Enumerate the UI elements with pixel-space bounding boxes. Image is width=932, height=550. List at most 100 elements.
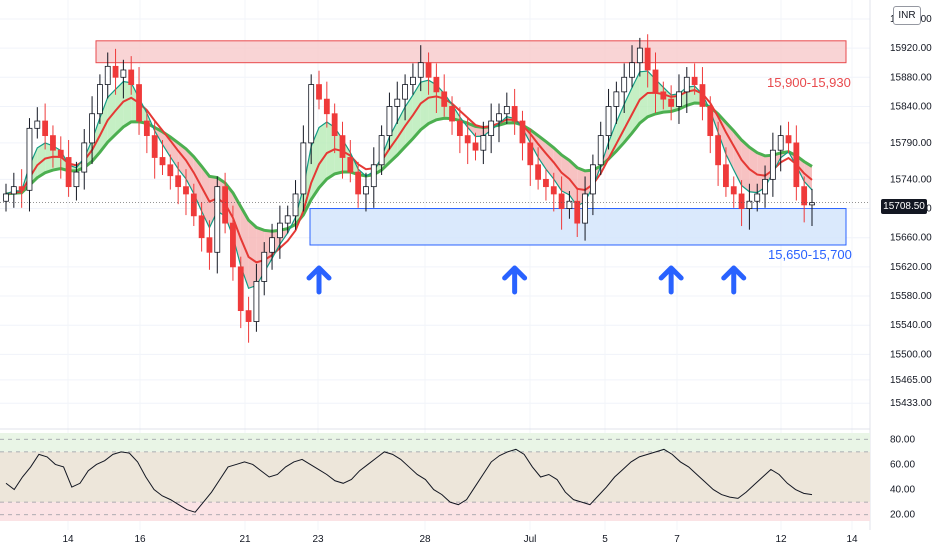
price-tick-label: 15740.00	[890, 174, 932, 185]
candle-body	[10, 186, 17, 195]
support-arrow-icon	[306, 265, 332, 295]
candle-body	[253, 281, 260, 322]
candle-body	[316, 84, 322, 100]
candle-body	[472, 142, 479, 151]
price-tick-label: 15620.00	[890, 262, 932, 273]
ma-band-fill	[92, 117, 100, 162]
candle-body	[120, 69, 127, 78]
candle-body	[597, 135, 604, 166]
candle-body	[370, 164, 377, 188]
candle-body	[323, 98, 330, 115]
candle-body	[425, 62, 432, 78]
candle-body	[89, 113, 95, 144]
candle-body	[347, 157, 354, 173]
price-tick-label: 15790.00	[890, 138, 932, 149]
candle-body	[230, 222, 236, 268]
candle-body	[636, 47, 643, 64]
candle-body	[621, 76, 628, 93]
ma-band-fill	[311, 127, 320, 200]
rsi-tick-label: 60.00	[890, 459, 915, 470]
rsi-mid-band	[0, 451, 870, 503]
candle-body	[97, 84, 103, 115]
candle-body	[402, 84, 408, 100]
candle-body	[496, 113, 502, 122]
ma-band-fill	[115, 81, 124, 135]
candle-body	[707, 106, 714, 137]
ma-band-fill	[749, 147, 758, 193]
candle-body	[558, 193, 565, 209]
slow-ma-line	[5, 101, 813, 233]
ma-band-fill	[123, 81, 132, 127]
support-arrow-icon	[721, 265, 747, 295]
price-axis: 15433.00 15465.00 15500.00 15540.00 15580.00…	[890, 14, 932, 521]
candle-body	[527, 142, 534, 166]
time-tick-label: 28	[419, 534, 431, 545]
ma-band-fill	[608, 122, 617, 160]
candle-body	[488, 120, 495, 137]
ma-band-fill	[248, 220, 257, 289]
candle-body	[566, 200, 573, 209]
candle-body	[112, 65, 119, 78]
candle-body	[769, 149, 776, 180]
candle-body	[441, 91, 448, 107]
candle-body	[582, 193, 588, 224]
candle-body	[81, 142, 88, 173]
candle-body	[50, 135, 56, 151]
candle-body	[738, 193, 745, 209]
candle-body	[143, 120, 150, 137]
candle-body	[519, 120, 526, 144]
price-tick-label: 15500.00	[890, 349, 932, 360]
price-tick-label: 15433.00	[890, 398, 932, 409]
currency-badge[interactable]: INR	[893, 6, 921, 25]
candle-body	[589, 164, 596, 195]
candle-body	[183, 186, 189, 195]
candle-body	[449, 106, 455, 122]
candle-body	[206, 237, 213, 253]
support-zone-label: 15,650-15,700	[768, 247, 852, 262]
candle-body	[308, 84, 315, 144]
candle-body	[261, 251, 268, 282]
support-arrow-icon	[658, 265, 684, 295]
candle-body	[691, 76, 698, 85]
candle-body	[284, 215, 291, 224]
price-tick-label: 15880.00	[890, 72, 932, 83]
ma-band-fill	[303, 146, 312, 215]
ma-band-fill	[545, 141, 554, 180]
candle-body	[715, 135, 721, 166]
candle-body	[801, 186, 808, 206]
rsi-overbought-zone	[0, 433, 870, 452]
candle-body	[543, 178, 549, 188]
candle-body	[629, 62, 635, 78]
candle-body	[128, 69, 135, 85]
rsi-line	[5, 448, 813, 513]
candle-body	[503, 106, 510, 115]
candle-body	[214, 186, 221, 253]
candle-body	[730, 186, 737, 195]
time-tick-label: 5	[602, 534, 608, 545]
candle-body	[394, 98, 401, 107]
candle-body	[222, 186, 229, 224]
ma-band-fill	[170, 136, 179, 169]
time-tick-label: 14	[62, 534, 74, 545]
candle-body	[73, 171, 80, 188]
candle-body	[65, 157, 72, 188]
candle-body	[511, 106, 518, 122]
candle-body	[410, 76, 416, 85]
candle-body	[57, 149, 64, 158]
candle-body	[269, 237, 275, 253]
candle-body	[378, 135, 385, 166]
candle-body	[723, 164, 729, 188]
price-tick-label: 15580.00	[890, 291, 932, 302]
candle-body	[34, 120, 41, 129]
support-arrow-icon	[502, 265, 528, 295]
rsi-panel	[0, 433, 870, 521]
time-tick-label: 14	[846, 534, 858, 545]
time-tick-label: 12	[775, 534, 787, 545]
candle-body	[151, 135, 158, 158]
candle-body	[809, 202, 815, 206]
candle-body	[762, 178, 768, 195]
candle-body	[18, 186, 25, 191]
ma-band-fill	[37, 142, 46, 178]
time-axis: 14 16 21 23 28 Jul 5 7 12 14	[62, 534, 858, 545]
